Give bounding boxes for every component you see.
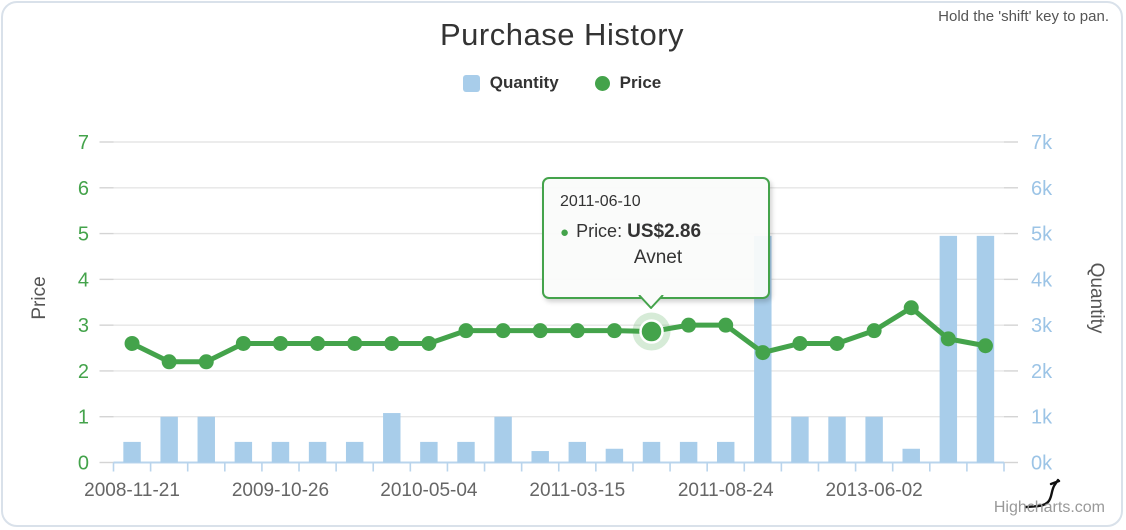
legend-label-quantity: Quantity (489, 73, 559, 92)
right-axis-label: 6k (1031, 178, 1053, 200)
left-axis-label: 2 (78, 361, 89, 383)
price-point[interactable] (421, 335, 437, 351)
price-point[interactable] (977, 338, 993, 354)
legend-item-price[interactable]: Price (594, 73, 662, 93)
quantity-bar[interactable] (865, 416, 883, 463)
right-axis-label: 0k (1031, 453, 1053, 475)
legend-label-price: Price (619, 73, 662, 92)
quantity-bar[interactable] (605, 448, 624, 463)
right-axis-title: Quantity (1086, 263, 1107, 334)
legend-item-quantity[interactable]: Quantity (462, 73, 559, 93)
right-axis-label: 1k (1031, 407, 1053, 429)
pan-hint-text: Hold the 'shift' key to pan. (938, 8, 1109, 25)
chart-plot-area[interactable]: 0 0k 1 1k 2 2k 3 3k 4 4k 5 5k 6 6k 7 7k 2008-11-21 2009-1… (3, 3, 1123, 527)
x-axis-label: 2010-05-04 (380, 480, 478, 501)
right-axis-label: 4k (1031, 269, 1053, 291)
quantity-bar[interactable] (308, 441, 327, 463)
legend: Quantity Price (3, 73, 1121, 93)
tooltip-price-value: US$2.86 (627, 221, 702, 242)
quantity-bar[interactable] (494, 416, 512, 463)
quantity-bar[interactable] (234, 441, 253, 463)
price-swatch-icon (594, 75, 610, 91)
left-axis-label: 4 (78, 269, 89, 291)
price-point[interactable] (606, 323, 622, 339)
right-axis-label: 3k (1031, 315, 1053, 337)
price-point[interactable] (755, 345, 771, 361)
quantity-bar[interactable] (383, 413, 401, 463)
price-point[interactable] (903, 300, 919, 316)
price-point[interactable] (532, 323, 548, 339)
x-axis-label: 2011-03-15 (529, 480, 625, 501)
x-axis-label: 2008-11-21 (84, 480, 180, 501)
x-axis-label: 2011-08-24 (678, 480, 774, 501)
quantity-bar[interactable] (568, 441, 587, 463)
left-axis-label: 1 (78, 407, 89, 429)
price-point[interactable] (569, 323, 585, 339)
left-axis-label: 3 (78, 315, 89, 337)
highcharts-credit[interactable]: Highcharts.com (993, 499, 1105, 516)
chart-title: Purchase History (439, 17, 685, 52)
price-point[interactable] (792, 335, 808, 351)
quantity-bar[interactable] (642, 441, 661, 463)
right-axis-label: 7k (1031, 132, 1053, 154)
left-axis-label: 0 (78, 453, 89, 475)
price-point[interactable] (310, 335, 326, 351)
quantity-bar[interactable] (679, 441, 698, 463)
tooltip: 2011-06-10 ● Price: US$2.86 Avnet (542, 177, 770, 309)
quantity-bar[interactable] (716, 441, 735, 463)
right-axis-label: 2k (1031, 361, 1053, 383)
price-point[interactable] (384, 335, 400, 351)
quantity-bar[interactable] (160, 416, 178, 463)
price-line (130, 305, 986, 365)
price-point[interactable] (866, 323, 882, 339)
quantity-bar[interactable] (123, 441, 141, 463)
quantity-bar[interactable] (531, 451, 549, 463)
tooltip-series-marker-icon: ● (560, 224, 570, 241)
price-point[interactable] (124, 335, 140, 351)
price-point[interactable] (161, 354, 177, 370)
price-point[interactable] (458, 323, 474, 339)
price-point[interactable] (495, 323, 511, 339)
price-point[interactable] (718, 317, 734, 333)
quantity-bar[interactable] (420, 441, 438, 463)
tooltip-date: 2011-06-10 (560, 193, 641, 210)
left-axis-title: Price (29, 276, 50, 319)
right-axis-label: 5k (1031, 224, 1053, 246)
price-point[interactable] (829, 335, 845, 351)
price-point[interactable] (347, 335, 363, 351)
tooltip-price-line: ● Price: US$2.86 (560, 219, 756, 245)
quantity-bar[interactable] (791, 416, 809, 463)
x-axis-label: 2013-06-02 (826, 480, 923, 501)
price-point[interactable] (235, 335, 251, 351)
quantity-bar[interactable] (828, 416, 846, 463)
quantity-bar[interactable] (902, 448, 920, 463)
quantity-bar[interactable] (197, 416, 215, 463)
tooltip-callout-arrow (638, 295, 664, 309)
price-point[interactable] (681, 317, 697, 333)
left-axis-label: 6 (78, 178, 89, 200)
quantity-bar[interactable] (271, 441, 290, 463)
left-axis-label: 5 (78, 224, 89, 246)
x-axis-label: 2009-10-26 (232, 480, 329, 501)
price-point[interactable] (198, 354, 214, 370)
quantity-bar[interactable] (939, 235, 958, 463)
price-point-hovered[interactable] (639, 319, 664, 344)
quantity-bar[interactable] (457, 441, 475, 463)
price-point[interactable] (940, 331, 956, 347)
tooltip-series-label: Price: (576, 221, 623, 241)
quantity-bar[interactable] (345, 441, 364, 463)
price-point[interactable] (272, 335, 288, 351)
quantity-swatch-icon (462, 74, 480, 92)
left-axis-label: 7 (78, 132, 89, 154)
tooltip-vendor: Avnet (633, 246, 683, 268)
